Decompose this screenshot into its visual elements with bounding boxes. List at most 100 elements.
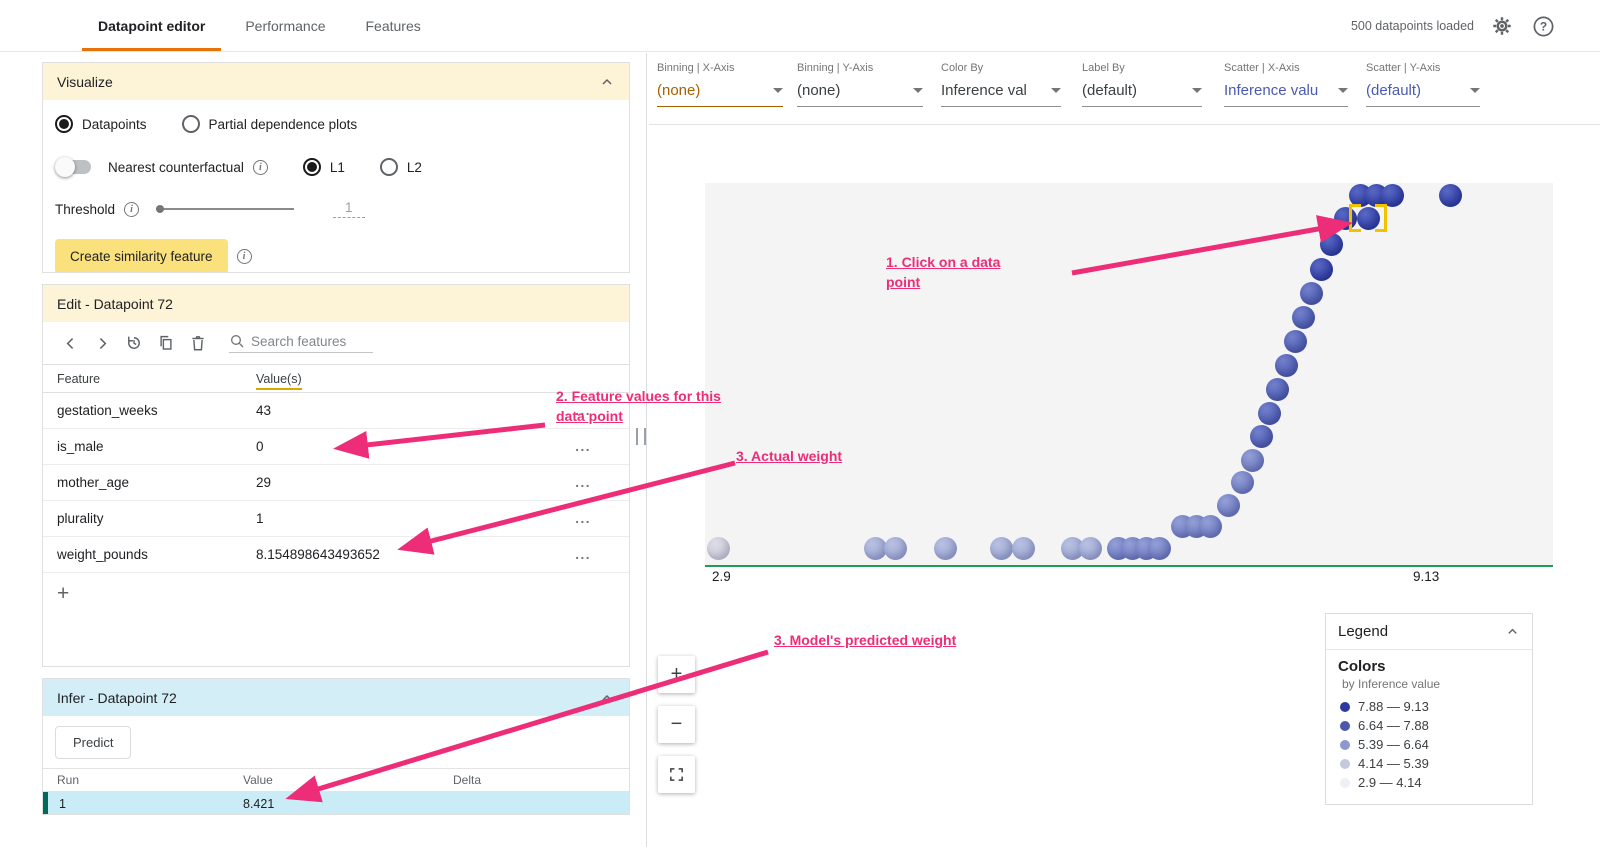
row-menu-icon[interactable]: ...: [575, 511, 591, 526]
datapoint-dot[interactable]: [883, 536, 907, 560]
chevron-up-icon[interactable]: [1505, 624, 1520, 639]
scatter-plot[interactable]: [705, 183, 1553, 565]
controls-divider: [649, 124, 1600, 125]
legend-color-swatch: [1340, 739, 1350, 750]
datapoint-dot-selected[interactable]: [1356, 206, 1380, 230]
feature-row[interactable]: plurality 1 ...: [43, 501, 629, 537]
datapoint-dot[interactable]: [1380, 183, 1404, 207]
datapoints-radio[interactable]: [55, 115, 73, 133]
partial-dependence-radio[interactable]: [181, 115, 200, 133]
feature-value[interactable]: 29: [256, 475, 272, 490]
datapoint-dot[interactable]: [1240, 448, 1264, 472]
panel-divider-handle[interactable]: [636, 428, 646, 445]
counterfactual-info-icon[interactable]: i: [252, 159, 268, 175]
feature-row[interactable]: weight_pounds 8.154898643493652 ...: [43, 537, 629, 573]
help-icon[interactable]: ?: [1530, 13, 1556, 39]
threshold-info-icon[interactable]: i: [124, 201, 140, 217]
datapoint-dot[interactable]: [1274, 353, 1298, 377]
feature-value[interactable]: 8.154898643493652: [256, 547, 380, 562]
threshold-slider[interactable]: [156, 205, 295, 213]
datapoint-dot[interactable]: [1291, 305, 1315, 329]
datapoint-dot[interactable]: [1230, 470, 1254, 494]
settings-gear-icon[interactable]: [1489, 13, 1515, 39]
previous-datapoint-icon[interactable]: [55, 330, 85, 356]
row-menu-icon[interactable]: ...: [575, 547, 591, 562]
feature-row[interactable]: is_male 0 ...: [43, 429, 629, 465]
datapoint-dot[interactable]: [1257, 401, 1281, 425]
chevron-up-icon[interactable]: [599, 690, 615, 706]
nearest-counterfactual-label: Nearest counterfactual: [108, 159, 244, 175]
restore-history-icon[interactable]: [119, 330, 149, 356]
datapoint-dot[interactable]: [1078, 536, 1102, 560]
dropdown-color-by[interactable]: Color By Inference val: [941, 62, 1061, 116]
threshold-slider-knob[interactable]: [156, 205, 165, 213]
annotation-actual-weight: 3. Actual weight: [736, 448, 843, 464]
dropdown-label: Label By: [1082, 62, 1125, 74]
zoom-out-button[interactable]: −: [658, 706, 695, 743]
legend-entry: 2.9 — 4.14: [1338, 773, 1520, 792]
nearest-counterfactual-toggle[interactable]: [55, 157, 91, 177]
feature-row[interactable]: mother_age 29 ...: [43, 465, 629, 501]
l2-radio[interactable]: [379, 158, 398, 176]
tab-label: Datapoint editor: [98, 17, 206, 34]
zoom-in-button[interactable]: +: [658, 656, 695, 693]
feature-value[interactable]: 43: [256, 403, 272, 418]
feature-value[interactable]: 1: [256, 511, 264, 526]
visualize-card-header[interactable]: Visualize: [43, 63, 629, 100]
datapoint-dot[interactable]: [706, 536, 730, 560]
datapoint-dot[interactable]: [1011, 536, 1035, 560]
datapoint-dot[interactable]: [863, 536, 887, 560]
tab-performance[interactable]: Performance: [225, 0, 345, 51]
legend-colors-title: Colors: [1338, 658, 1386, 675]
duplicate-datapoint-icon[interactable]: [151, 330, 181, 356]
chevron-up-icon[interactable]: [599, 74, 615, 90]
row-menu-icon[interactable]: ...: [575, 403, 591, 418]
legend-header[interactable]: Legend: [1326, 614, 1532, 650]
feature-name: weight_pounds: [57, 547, 148, 562]
dropdown-scatter-y-axis[interactable]: Scatter | Y-Axis (default): [1366, 62, 1480, 116]
datapoint-dot[interactable]: [1319, 232, 1343, 256]
feature-row[interactable]: gestation_weeks 43 ...: [43, 393, 629, 429]
datapoint-dot[interactable]: [1216, 493, 1240, 517]
datapoint-dot[interactable]: [1249, 424, 1273, 448]
row-menu-icon[interactable]: ...: [575, 475, 591, 490]
search-icon: [231, 335, 244, 348]
dropdown-binning-x-axis[interactable]: Binning | X-Axis (none): [657, 62, 783, 116]
add-feature-icon[interactable]: +: [57, 581, 70, 605]
datapoint-dot[interactable]: [989, 536, 1013, 560]
l1-radio[interactable]: [302, 158, 321, 176]
datapoint-dot[interactable]: [1198, 514, 1222, 538]
edit-card-header[interactable]: Edit - Datapoint 72: [43, 285, 629, 322]
datapoint-dot[interactable]: [1309, 257, 1333, 281]
datapoint-dot[interactable]: [933, 536, 957, 560]
dropdown-label-by[interactable]: Label By (default): [1082, 62, 1202, 116]
predict-button[interactable]: Predict: [55, 726, 132, 759]
datapoint-dot[interactable]: [1299, 281, 1323, 305]
dropdown-binning-y-axis[interactable]: Binning | Y-Axis (none): [797, 62, 923, 116]
datapoint-dot[interactable]: [1060, 536, 1084, 560]
feature-value[interactable]: 0: [256, 439, 264, 454]
search-features-input[interactable]: [251, 333, 373, 349]
x-axis-line: [705, 565, 1553, 567]
datapoint-dot[interactable]: [1147, 536, 1171, 560]
next-datapoint-icon[interactable]: [87, 330, 117, 356]
tab-datapoint-editor[interactable]: Datapoint editor: [78, 0, 225, 51]
create-similarity-feature-button[interactable]: Create similarity feature: [55, 238, 228, 272]
datapoints-loaded-status: 500 datapoints loaded: [1350, 19, 1474, 33]
fit-to-screen-button[interactable]: [658, 756, 695, 793]
inference-result-row[interactable]: 1 8.421: [43, 792, 629, 814]
threshold-value[interactable]: 1: [333, 200, 365, 218]
datapoint-dot[interactable]: [1283, 329, 1307, 353]
run-value: 1: [59, 796, 66, 811]
dropdown-scatter-x-axis[interactable]: Scatter | X-Axis Inference valu: [1224, 62, 1348, 116]
row-menu-icon[interactable]: ...: [575, 439, 591, 454]
visualize-card: Visualize Datapoints Partial dependence …: [42, 62, 630, 273]
similarity-info-icon[interactable]: i: [236, 248, 252, 264]
svg-text:?: ?: [1539, 19, 1546, 33]
delete-datapoint-icon[interactable]: [183, 330, 213, 356]
datapoint-dot[interactable]: [1438, 183, 1462, 207]
datapoint-dot[interactable]: [1265, 377, 1289, 401]
tab-features[interactable]: Features: [346, 0, 441, 51]
infer-card-header[interactable]: Infer - Datapoint 72: [43, 679, 629, 716]
dropdown-value: (default): [1366, 82, 1422, 99]
